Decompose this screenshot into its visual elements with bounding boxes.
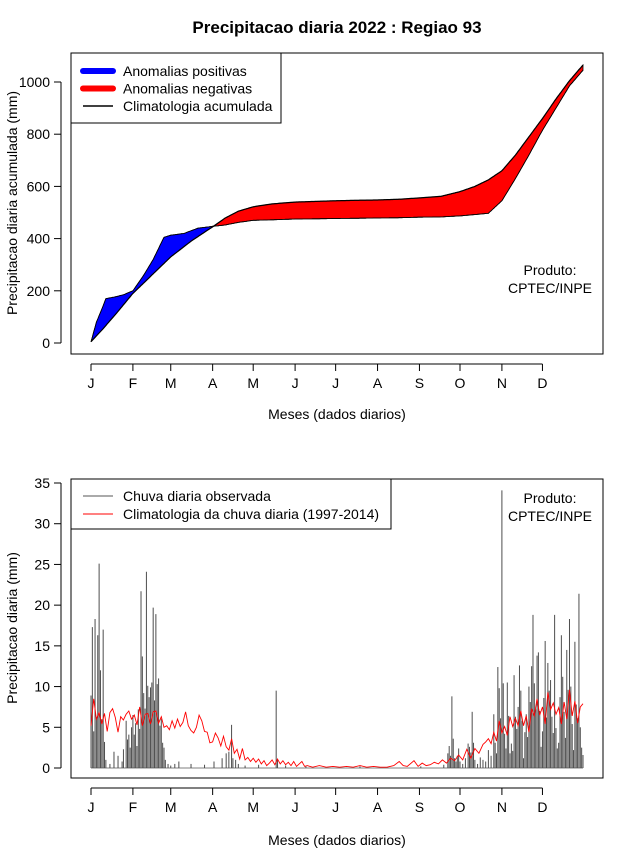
legend-box bbox=[70, 478, 392, 530]
y-tick-label: 25 bbox=[34, 556, 50, 572]
x-tick-label: J bbox=[332, 375, 339, 391]
top-plot-area bbox=[90, 63, 584, 343]
x-tick-label: M bbox=[247, 799, 259, 815]
legend-label: Climatologia acumulada bbox=[123, 98, 273, 114]
y-tick-label: 0 bbox=[42, 335, 50, 351]
top-y-axis-label: Precipitacao diaria acumulada (mm) bbox=[4, 91, 20, 315]
x-tick-label: J bbox=[88, 375, 95, 391]
x-tick-label: N bbox=[497, 375, 507, 391]
bottom-legend: Chuva diaria observada Climatologia da ch… bbox=[70, 478, 392, 530]
top-product-annotation: Produto: CPTEC/INPE bbox=[508, 262, 592, 296]
y-tick-label: 15 bbox=[34, 638, 50, 654]
x-tick-label: A bbox=[373, 799, 383, 815]
y-tick-label: 5 bbox=[42, 719, 50, 735]
x-tick-label: J bbox=[292, 375, 299, 391]
main-title: Precipitacao diaria 2022 : Regiao 93 bbox=[192, 18, 481, 37]
top-legend: Anomalias positivas Anomalias negativasCl… bbox=[70, 52, 282, 124]
x-tick-label: A bbox=[208, 375, 218, 391]
y-tick-label: 20 bbox=[34, 597, 50, 613]
legend-label: Climatologia da chuva diaria (1997-2014) bbox=[123, 506, 379, 522]
legend-label: Anomalias negativas bbox=[123, 81, 252, 97]
x-tick-label: J bbox=[332, 799, 339, 815]
legend-label: Anomalias positivas bbox=[123, 63, 247, 79]
climatology-cumulative-line bbox=[90, 64, 584, 343]
x-tick-label: D bbox=[537, 799, 547, 815]
observed-cumulative-line bbox=[90, 70, 584, 342]
x-tick-label: O bbox=[455, 375, 466, 391]
cumulative-precipitation-chart: J F M A M J J A S O N D 0 200 400 600 800 1000 Meses (dad… bbox=[4, 52, 604, 422]
x-tick-label: D bbox=[537, 375, 547, 391]
annotation-text: Produto: bbox=[524, 262, 577, 278]
x-tick-label: M bbox=[247, 375, 259, 391]
x-tick-label: J bbox=[292, 799, 299, 815]
top-x-axis-label: Meses (dados diarios) bbox=[268, 406, 406, 422]
annotation-text: CPTEC/INPE bbox=[508, 508, 592, 524]
positive-anomaly-area bbox=[90, 225, 215, 342]
y-tick-label: 10 bbox=[34, 679, 50, 695]
climatology-daily-line bbox=[90, 689, 584, 768]
bottom-x-axis-label: Meses (dados diarios) bbox=[268, 832, 406, 848]
y-tick-label: 800 bbox=[27, 126, 51, 142]
y-tick-label: 200 bbox=[27, 283, 51, 299]
x-tick-label: M bbox=[165, 799, 177, 815]
x-tick-label: F bbox=[129, 375, 138, 391]
y-tick-label: 30 bbox=[34, 516, 50, 532]
x-tick-label: J bbox=[88, 799, 95, 815]
daily-precipitation-chart: J F M A M J J A S O N D 0 5 10 15 20 25 30 35 Meses (dados … bbox=[4, 475, 604, 848]
x-tick-label: M bbox=[165, 375, 177, 391]
y-tick-label: 600 bbox=[27, 178, 51, 194]
x-tick-label: S bbox=[415, 375, 424, 391]
top-axes: J F M A M J J A S O N D 0 200 400 600 800 1000 bbox=[19, 74, 548, 391]
legend-label: Chuva diaria observada bbox=[123, 488, 271, 504]
x-tick-label: O bbox=[455, 799, 466, 815]
bottom-plot-area bbox=[90, 490, 584, 769]
bottom-axes: J F M A M J J A S O N D 0 5 10 15 20 25 30 35 bbox=[34, 475, 547, 815]
annotation-text: Produto: bbox=[524, 490, 577, 506]
x-tick-label: N bbox=[497, 799, 507, 815]
top-plot-frame bbox=[70, 52, 604, 355]
x-tick-label: A bbox=[208, 799, 218, 815]
bottom-y-axis-label: Precipitacao diaria (mm) bbox=[4, 552, 20, 704]
y-tick-label: 0 bbox=[42, 760, 50, 776]
y-tick-label: 1000 bbox=[19, 74, 50, 90]
x-tick-label: S bbox=[415, 799, 424, 815]
bottom-product-annotation: Produto: CPTEC/INPE bbox=[508, 490, 592, 524]
annotation-text: CPTEC/INPE bbox=[508, 280, 592, 296]
x-tick-label: A bbox=[373, 375, 383, 391]
y-tick-label: 400 bbox=[27, 231, 51, 247]
y-tick-label: 35 bbox=[34, 475, 50, 491]
x-tick-label: F bbox=[129, 799, 138, 815]
